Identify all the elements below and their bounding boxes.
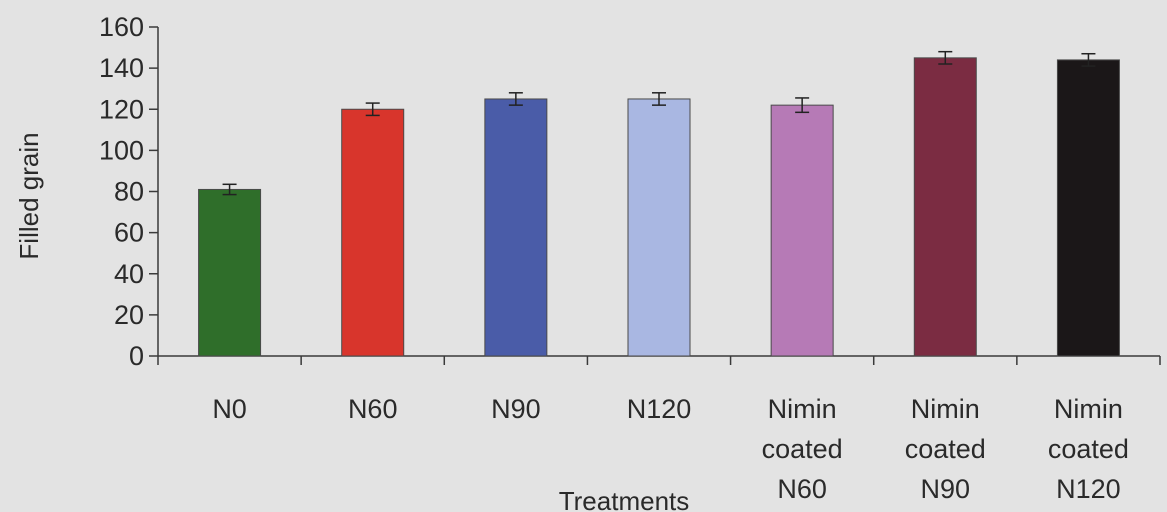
y-tick-label: 160 — [99, 12, 144, 42]
x-category-label: coated — [762, 434, 843, 464]
x-category-label: coated — [905, 434, 986, 464]
bar — [198, 188, 262, 357]
bar — [341, 108, 405, 357]
bar — [627, 98, 691, 357]
bar — [484, 98, 548, 357]
y-tick-label: 60 — [114, 218, 144, 248]
x-axis-title: Treatments — [559, 486, 690, 512]
bar — [913, 57, 977, 357]
x-category-label: N120 — [1056, 474, 1121, 504]
y-axis-title: Filled grain — [14, 132, 44, 259]
x-category-label: N120 — [627, 394, 692, 424]
x-category-label: N0 — [212, 394, 247, 424]
x-category-label: N60 — [348, 394, 398, 424]
x-category-label: N90 — [921, 474, 971, 504]
x-category-label: coated — [1048, 434, 1129, 464]
x-category-label: N90 — [491, 394, 541, 424]
y-tick-label: 0 — [129, 341, 144, 371]
y-tick-label: 20 — [114, 300, 144, 330]
labels: 0 20 40 60 80 100 120 140 160 N0 N60 N90 N120 Nimin co… — [99, 12, 1129, 504]
x-category-label: Nimin — [768, 394, 837, 424]
y-tick-label: 80 — [114, 177, 144, 207]
x-category-label: Nimin — [911, 394, 980, 424]
x-category-label: N60 — [777, 474, 827, 504]
y-tick-label: 140 — [99, 53, 144, 83]
y-tick-label: 120 — [99, 94, 144, 124]
y-tick-label: 40 — [114, 259, 144, 289]
y-tick-label: 100 — [99, 135, 144, 165]
bar — [1056, 59, 1120, 357]
x-category-label: Nimin — [1054, 394, 1123, 424]
bars — [198, 50, 1120, 357]
bar — [770, 104, 834, 357]
